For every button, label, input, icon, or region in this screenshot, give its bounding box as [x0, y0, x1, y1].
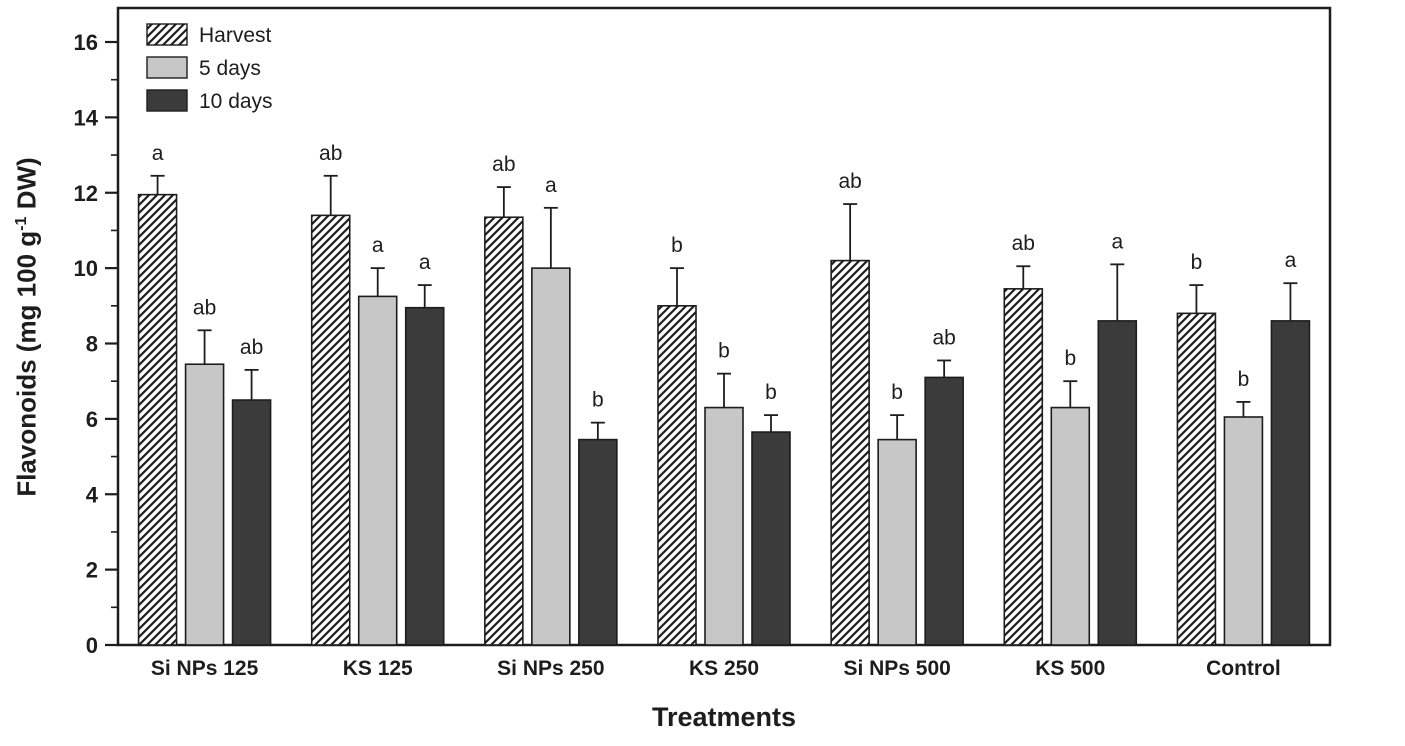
bar-harvest-ks-500: [1003, 288, 1044, 646]
x-category-label: KS 250: [689, 657, 759, 680]
x-category-label: Si NPs 250: [497, 657, 604, 680]
y-tick-label: 6: [86, 407, 98, 432]
y-tick-label: 2: [86, 558, 98, 583]
bar-harvest-si-nps-500: [830, 259, 870, 646]
bar-5-days-si-nps-250: [531, 267, 571, 646]
significance-letter: ab: [193, 296, 216, 319]
y-tick-label: 10: [74, 256, 98, 281]
bar-10-days-ks-250: [751, 431, 791, 646]
significance-letter: a: [545, 174, 557, 197]
bar-10-days-ks-500: [1097, 320, 1138, 646]
significance-letter: a: [152, 142, 164, 165]
significance-letter: a: [419, 251, 431, 274]
legend-label-10-days: 10 days: [199, 90, 273, 113]
legend-swatch-harvest: [146, 23, 188, 46]
bar-harvest-si-nps-250: [484, 216, 524, 646]
significance-letter: a: [372, 234, 384, 257]
bar-5-days-si-nps-125: [184, 363, 225, 646]
significance-letter: a: [1111, 230, 1123, 253]
y-tick-label: 8: [86, 332, 98, 357]
significance-letter: ab: [240, 336, 263, 359]
significance-letter: b: [671, 234, 683, 257]
y-axis-title-superscript: -1: [11, 216, 30, 231]
significance-letter: ab: [1012, 232, 1035, 255]
y-tick-label: 4: [86, 482, 99, 507]
legend-label-harvest: Harvest: [199, 24, 272, 47]
bar-5-days-ks-500: [1050, 406, 1091, 646]
x-category-label: Si NPs 125: [151, 657, 259, 680]
bar-10-days-si-nps-500: [924, 376, 964, 646]
significance-letter: a: [1285, 249, 1297, 272]
y-tick-label: 16: [74, 30, 98, 55]
significance-letter: ab: [838, 170, 861, 193]
y-axis-title-suffix: DW): [11, 157, 42, 217]
y-axis-title-prefix: Flavonoids (mg 100 g: [11, 230, 42, 497]
bar-5-days-ks-250: [704, 406, 744, 646]
y-tick-label: 12: [74, 181, 98, 206]
bar-10-days-ks-125: [404, 306, 445, 646]
significance-letter: b: [765, 381, 777, 404]
bar-harvest-control: [1176, 312, 1217, 646]
significance-letter: b: [891, 381, 903, 404]
x-category-label: Control: [1206, 657, 1281, 680]
bar-5-days-ks-125: [357, 295, 398, 646]
significance-letter: ab: [492, 153, 515, 176]
x-category-label: Si NPs 500: [843, 657, 950, 680]
significance-letter: b: [592, 389, 604, 412]
significance-letter: ab: [932, 326, 955, 349]
bar-harvest-si-nps-125: [137, 193, 178, 646]
x-category-label: KS 500: [1035, 657, 1105, 680]
y-tick-label: 0: [86, 633, 98, 658]
bar-harvest-ks-250: [657, 305, 697, 646]
x-category-label: KS 125: [343, 657, 413, 680]
bar-5-days-control: [1223, 416, 1264, 646]
bar-10-days-si-nps-125: [231, 399, 272, 646]
bar-10-days-si-nps-250: [578, 438, 618, 646]
legend-label-5-days: 5 days: [199, 57, 261, 80]
significance-letter: b: [1064, 347, 1076, 370]
significance-letter: b: [1191, 251, 1203, 274]
bar-5-days-si-nps-500: [877, 438, 917, 646]
bar-harvest-ks-125: [310, 214, 351, 646]
x-axis-title: Treatments: [651, 702, 797, 732]
y-tick-label: 14: [74, 105, 99, 130]
legend-swatch-10-days: [146, 89, 188, 112]
significance-letter: ab: [319, 142, 342, 165]
y-axis-title: Flavonoids (mg 100 g-1 DW): [12, 157, 43, 496]
legend-swatch-5-days: [146, 56, 188, 79]
significance-letter: b: [1238, 368, 1250, 391]
bar-10-days-control: [1270, 320, 1311, 646]
significance-letter: b: [718, 340, 730, 363]
